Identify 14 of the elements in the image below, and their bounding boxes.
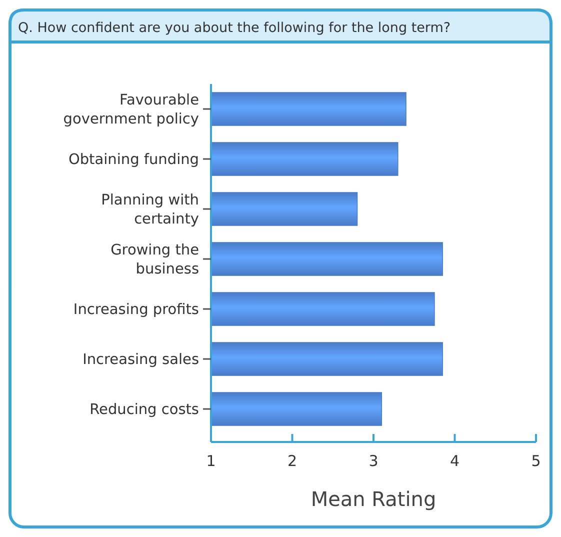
y-tick-label: Reducing costs [90, 402, 199, 418]
x-tick-label: 4 [450, 452, 460, 470]
x-axis-title: Mean Rating [310, 487, 436, 511]
x-tick-label: 1 [206, 452, 216, 470]
y-tick-label: Planning with certainty [101, 192, 200, 228]
y-tick-label: Favourable government policy [63, 92, 200, 128]
y-tick-label: Increasing profits [73, 302, 199, 318]
y-tick-label: Increasing sales [82, 352, 199, 368]
x-tick-label: 3 [368, 452, 378, 470]
x-tick-label: 2 [287, 452, 298, 470]
y-tick-label: Growing the business [110, 242, 200, 278]
y-tick-label: Obtaining funding [68, 152, 199, 168]
chart-title: Q. How confident are you about the following for the long term? [18, 20, 451, 36]
x-tick-label: 5 [531, 452, 541, 470]
